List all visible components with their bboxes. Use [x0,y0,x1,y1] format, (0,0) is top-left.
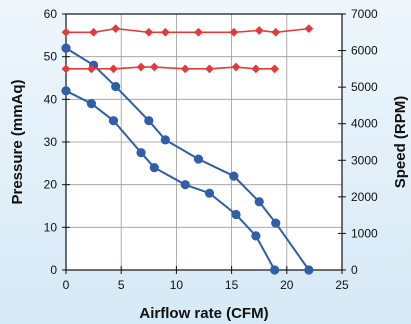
series-4 [61,62,280,74]
data-point [111,81,121,92]
data-point [180,64,190,74]
data-point [61,86,71,96]
y-right-tick-label: 7000 [351,7,378,21]
data-point [108,116,119,126]
data-point [89,27,98,37]
data-point [304,265,314,275]
series-3 [61,24,314,37]
data-point [194,27,203,37]
plot-frame [62,13,346,274]
y-left-tick-label: 20 [44,178,58,192]
data-point [61,43,71,53]
data-point [160,135,170,145]
y-left-tick-label: 50 [44,50,58,64]
data-point [271,218,281,228]
y-left-tick-label: 60 [44,7,58,21]
plot-border [65,13,343,271]
x-tick-label: 15 [225,278,239,292]
series-1 [61,43,314,275]
data-point [61,27,71,37]
x-tick-label: 25 [335,278,349,292]
data-point [231,62,241,72]
x-tick-label: 0 [63,278,70,292]
y-axis-left-label: Pressure (mmAq) [9,79,26,204]
series-line [66,27,309,34]
data-point [136,148,146,158]
x-tick-label: 10 [170,278,184,292]
data-point [144,116,154,126]
data-point [304,24,314,34]
y-right-tick-label: 3000 [351,153,378,167]
data-point [229,171,239,181]
data-point [251,231,261,241]
data-point [271,27,281,37]
data-point [86,99,96,109]
y-left-tick-label: 40 [44,92,58,106]
y-right-tick-label: 1000 [351,226,378,240]
y-left-tick-label: 0 [50,263,57,277]
series-line [66,66,275,70]
data-point [136,62,146,72]
data-point [193,154,204,164]
series-line [65,89,276,271]
y-right-tick-label: 5000 [351,80,378,94]
data-point [86,64,96,74]
data-point [254,26,264,35]
y-right-tick-label: 0 [351,263,358,277]
x-tick-label: 5 [118,278,125,292]
data-point [270,265,280,275]
data-point [149,62,159,72]
y-right-tick-label: 4000 [351,117,378,131]
x-axis-label: Airflow rate (CFM) [139,305,268,322]
data-point [204,188,215,198]
y-left-tick-label: 30 [44,135,58,149]
y-right-tick-label: 2000 [351,190,378,204]
data-point [111,24,121,34]
y-right-tick-label: 6000 [351,44,378,58]
data-point [160,27,170,37]
data-point [180,180,190,190]
grid-lines [66,14,342,270]
series-2 [61,86,280,275]
data-point [149,163,159,173]
data-point [205,64,214,74]
data-point [144,27,154,37]
data-point [231,209,241,220]
y-left-tick-label: 10 [44,220,58,234]
data-point [270,64,280,74]
data-point [251,64,261,74]
series-layer [61,24,314,275]
data-point [109,64,118,74]
data-point [61,64,71,74]
series-line [65,47,310,271]
y-axis-right-label: Speed (RPM) [392,96,409,189]
data-point [229,27,239,37]
tick-labels: 0 5 10 15 20 25010203040506001000200030004000… [44,7,378,292]
x-tick-label: 20 [280,278,294,292]
data-point [254,197,264,207]
